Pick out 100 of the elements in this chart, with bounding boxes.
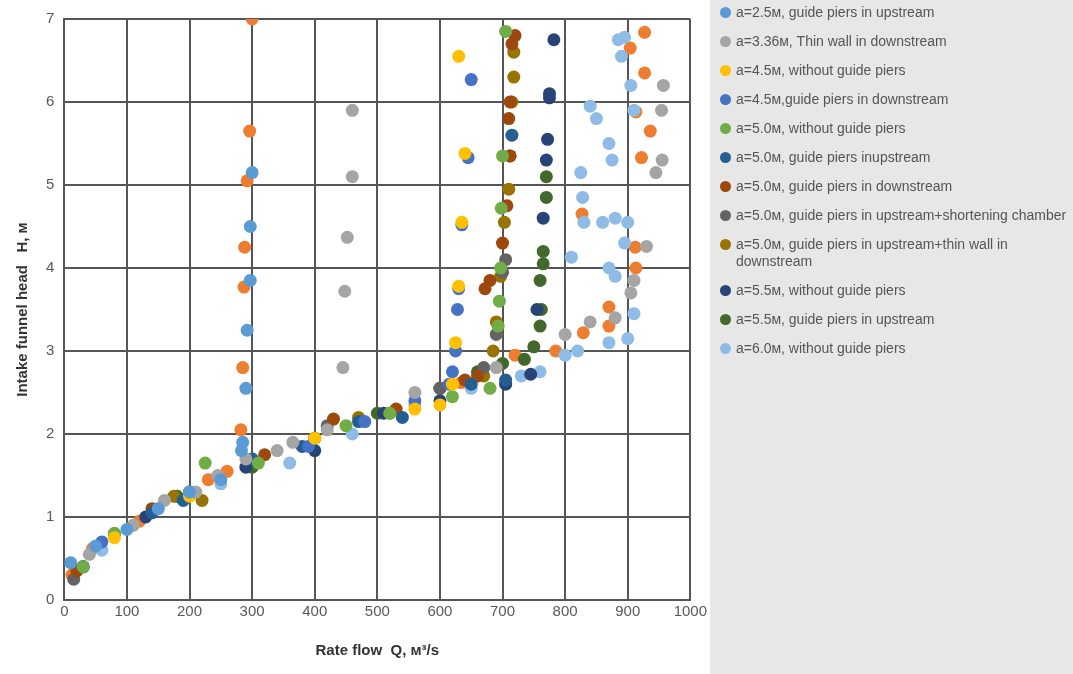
point (89, 539, 103, 553)
point (496, 149, 510, 163)
point (408, 402, 422, 416)
y-tick-label: 3 (46, 341, 55, 359)
point (338, 284, 352, 298)
point (395, 410, 409, 424)
point (483, 381, 497, 395)
legend-label: a=5.0м, guide piers in upstream+thin wall in downstream (736, 236, 1009, 270)
point (602, 261, 616, 275)
x-axis-title: Rate flow Q, м³/s (315, 641, 440, 659)
legend-label: a=5.0м, guide piers in downstream (736, 178, 953, 195)
point (656, 78, 670, 92)
point (283, 456, 297, 470)
point (494, 261, 508, 275)
point (576, 190, 590, 204)
point (505, 128, 519, 142)
point (464, 377, 478, 391)
legend-label: a=5.0м, guide piers inupstream (736, 149, 931, 166)
point (649, 166, 663, 180)
point (533, 319, 547, 333)
point (558, 348, 572, 362)
point (624, 286, 638, 300)
y-tick-label: 2 (46, 424, 55, 442)
x-tick-label: 800 (552, 602, 578, 620)
x-tick-label: 600 (427, 602, 453, 620)
legend-label: a=4.5м, without guide piers (736, 62, 906, 79)
point (449, 336, 463, 350)
point (655, 153, 669, 167)
point (618, 236, 632, 250)
y-tick-label: 0 (46, 590, 55, 608)
point (433, 398, 447, 412)
y-tick-label: 1 (46, 507, 55, 525)
x-tick-label: 400 (302, 602, 328, 620)
point (491, 319, 505, 333)
point (640, 239, 653, 253)
point (524, 367, 538, 381)
point (408, 386, 422, 399)
point (245, 166, 259, 180)
point (536, 211, 550, 225)
legend-label: a=5.5м, guide piers in upstream (736, 311, 935, 328)
point (655, 103, 669, 117)
point (621, 215, 635, 229)
point (464, 73, 478, 87)
point (239, 381, 253, 395)
x-tick-label: 1000 (673, 602, 707, 620)
point (458, 146, 472, 160)
point (327, 412, 341, 426)
point (445, 390, 459, 404)
point (340, 230, 354, 244)
point (270, 444, 284, 458)
legend-label: a=4.5м,guide piers in downstream (736, 91, 949, 108)
point (611, 33, 625, 47)
point (576, 326, 590, 340)
legend-label: a=6.0м, without guide piers (736, 340, 906, 357)
point (536, 257, 550, 271)
point (301, 439, 315, 453)
point (470, 369, 484, 383)
y-tick-label: 4 (46, 258, 55, 276)
point (492, 294, 506, 308)
point (489, 361, 503, 375)
point (358, 415, 372, 429)
point (345, 103, 359, 117)
x-tick-label: 100 (114, 602, 140, 620)
point (234, 423, 248, 437)
point (564, 250, 578, 264)
point (638, 66, 652, 80)
point (198, 456, 212, 470)
point (643, 124, 657, 138)
y-tick-label: 7 (46, 9, 55, 27)
point (539, 190, 553, 204)
point (558, 327, 572, 341)
point (602, 137, 616, 150)
legend-label: a=2.5м, guide piers in upstream (736, 4, 935, 21)
point (627, 307, 641, 321)
point (547, 33, 561, 47)
y-tick-label: 5 (46, 175, 55, 193)
point (243, 220, 257, 233)
point (236, 435, 250, 449)
point (120, 522, 134, 536)
point (605, 153, 619, 167)
legend-label: a=5.0м, without guide piers (736, 120, 906, 137)
point (624, 78, 638, 92)
point (64, 556, 78, 570)
point (483, 273, 497, 287)
x-tick-label: 700 (490, 602, 516, 620)
point (577, 215, 591, 229)
point (533, 273, 547, 287)
point (541, 132, 555, 146)
point (574, 166, 588, 180)
point (634, 151, 648, 165)
point (286, 435, 300, 449)
point (450, 303, 464, 316)
point (571, 344, 585, 358)
x-tick-label: 0 (60, 602, 69, 620)
point (602, 336, 616, 350)
point (583, 99, 597, 113)
y-axis-title: Intake funnel head H, м (13, 222, 31, 397)
point (240, 323, 254, 337)
point (502, 182, 516, 196)
point (621, 332, 635, 346)
